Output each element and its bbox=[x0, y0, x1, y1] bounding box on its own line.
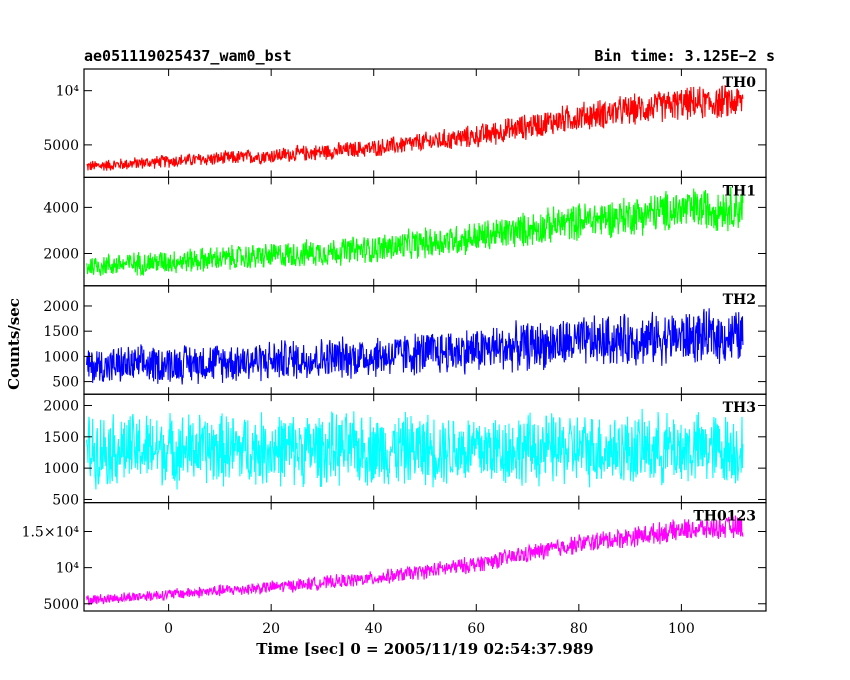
y-tick-label: 10⁴ bbox=[56, 561, 80, 577]
y-tick-label: 500 bbox=[52, 375, 79, 391]
y-tick-label: 1000 bbox=[43, 349, 79, 365]
panel-label-th0123: TH0123 bbox=[693, 509, 756, 525]
y-tick-label: 5000 bbox=[43, 597, 79, 613]
series-line-th1 bbox=[86, 186, 744, 277]
y-tick-label: 1500 bbox=[43, 324, 79, 340]
series-line-th2 bbox=[86, 308, 744, 385]
y-axis-title: Counts/sec bbox=[5, 298, 23, 390]
y-tick-label: 5000 bbox=[43, 138, 79, 154]
y-tick-label: 1.5×10⁴ bbox=[22, 525, 80, 541]
panel-label-th0: TH0 bbox=[723, 75, 757, 91]
x-axis-title: Time [sec] 0 = 2005/11/19 02:54:37.989 bbox=[256, 640, 593, 658]
panel-label-th2: TH2 bbox=[723, 292, 756, 308]
y-tick-label: 1000 bbox=[43, 461, 79, 477]
observation-id-title: ae051119025437_wam0_bst bbox=[84, 47, 292, 65]
series-line-th3 bbox=[86, 408, 744, 490]
panel-frame bbox=[83, 502, 767, 612]
x-tick-label: 60 bbox=[467, 621, 485, 637]
y-tick-label: 10⁴ bbox=[56, 84, 80, 100]
bin-time-label: Bin time: 3.125E−2 s bbox=[594, 47, 775, 65]
y-tick-label: 1500 bbox=[43, 430, 79, 446]
series-line-th0123 bbox=[86, 515, 744, 606]
panel-frame bbox=[83, 285, 767, 395]
panel-label-th3: TH3 bbox=[723, 400, 756, 416]
panel-label-th1: TH1 bbox=[723, 183, 756, 199]
y-tick-label: 2000 bbox=[43, 247, 79, 263]
y-tick-label: 2000 bbox=[43, 299, 79, 315]
y-tick-label: 2000 bbox=[43, 398, 79, 414]
x-tick-label: 20 bbox=[262, 621, 280, 637]
x-tick-label: 40 bbox=[365, 621, 383, 637]
x-tick-label: 80 bbox=[570, 621, 588, 637]
y-tick-label: 4000 bbox=[43, 200, 79, 216]
y-tick-label: 500 bbox=[52, 492, 79, 508]
x-tick-label: 0 bbox=[164, 621, 173, 637]
x-tick-label: 100 bbox=[668, 621, 695, 637]
series-line-th0 bbox=[86, 85, 744, 171]
